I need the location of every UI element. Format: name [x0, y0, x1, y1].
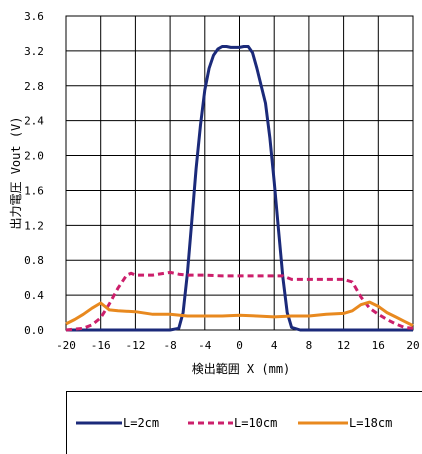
y-tick-label: 0.8	[24, 254, 44, 267]
series-layer	[65, 45, 414, 332]
x-tick-label: -4	[198, 339, 212, 352]
x-axis-title: 検出範囲 X (mm)	[192, 361, 291, 376]
y-tick-label: 0.4	[24, 289, 44, 302]
legend: L=2cm L=10cm L=18cm	[76, 416, 392, 430]
series-line-l-2cm	[66, 45, 413, 332]
y-tick-labels: 0.0 0.4 0.8 1.2 1.6 2.0 2.4 2.8 3.2 3.6	[24, 10, 44, 337]
x-tick-label: -12	[125, 339, 145, 352]
legend-label: L=2cm	[123, 416, 159, 430]
series-line-l-10cm	[65, 270, 414, 332]
x-tick-label: -20	[56, 339, 76, 352]
legend-box	[66, 391, 422, 454]
y-tick-label: 1.2	[24, 219, 44, 232]
legend-label: L=10cm	[234, 416, 277, 430]
x-tick-label: -16	[91, 339, 111, 352]
x-tick-label: 8	[306, 339, 313, 352]
x-tick-label: 4	[271, 339, 278, 352]
x-tick-label: 12	[337, 339, 350, 352]
y-tick-label: 3.2	[24, 45, 44, 58]
x-tick-label: -8	[163, 339, 176, 352]
y-tick-label: 2.8	[24, 80, 44, 93]
x-tick-label: 20	[406, 339, 419, 352]
legend-label: L=18cm	[349, 416, 392, 430]
grid-lines	[65, 15, 414, 331]
y-tick-label: 2.0	[24, 150, 44, 163]
x-tick-label: 0	[236, 339, 243, 352]
y-tick-label: 0.0	[24, 324, 44, 337]
y-tick-label: 2.4	[24, 115, 44, 128]
series-line-l-18cm	[65, 300, 414, 327]
y-tick-label: 3.6	[24, 10, 44, 23]
y-tick-label: 1.6	[24, 184, 44, 197]
y-axis-title: 出力電圧 Vout (V)	[9, 116, 23, 229]
plot-frame	[65, 15, 414, 331]
x-tick-label: 16	[372, 339, 385, 352]
x-tick-labels: -20 -16 -12 -8 -4 0 4 8 12 16 20	[56, 339, 420, 352]
